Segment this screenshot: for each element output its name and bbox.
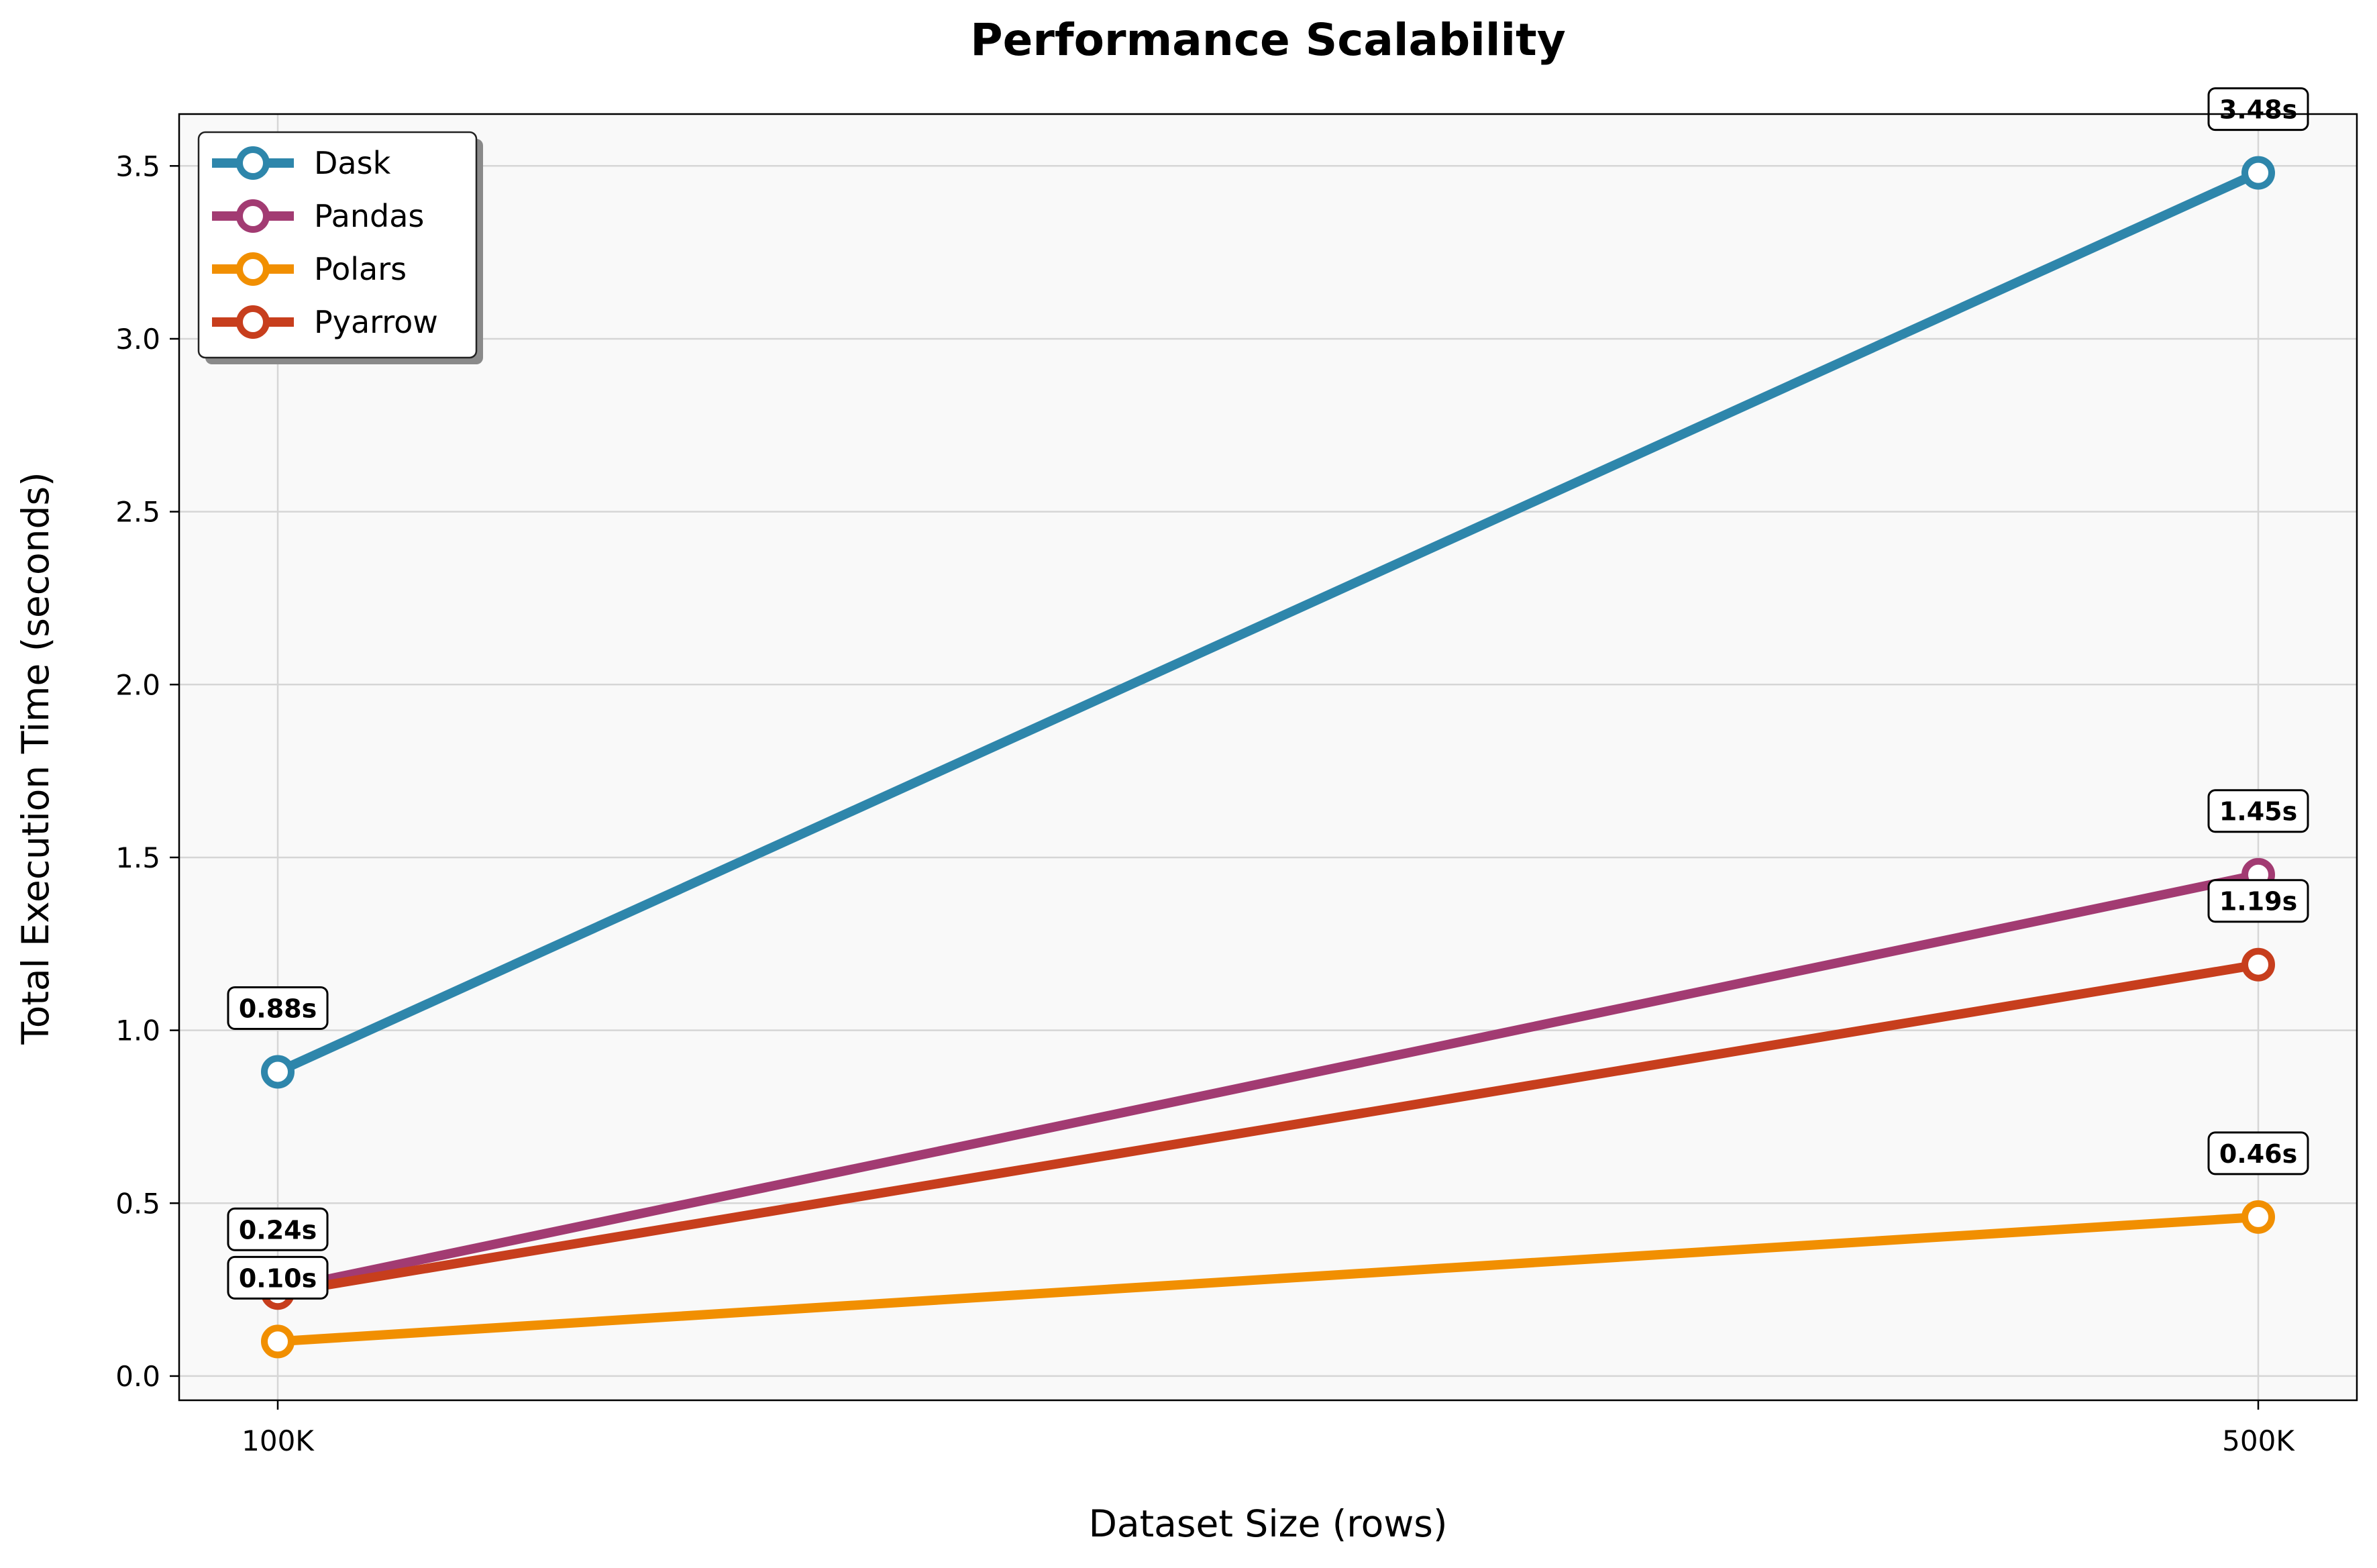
value-labels: 0.88s 3.48s 1.45s 0.10s 0.46s 0.24s 1.19s [227,87,2309,1300]
series-line-pandas [273,870,2263,1295]
x-tick-label: 100K [242,1424,315,1457]
series-layer [261,156,2275,1359]
value-label-polars: 0.46s [2207,1131,2309,1175]
value-label-text: 0.88s [239,994,317,1023]
value-label-text: 0.24s [239,1215,317,1245]
value-label-pyarrow: 1.19s [2207,879,2309,923]
value-label-pyarrow: 0.24s [227,1207,329,1251]
legend-swatch-marker [236,252,270,286]
legend-swatch-marker [236,146,270,180]
y-axis-label: Total Execution Time (seconds) [14,472,57,1045]
legend-label: Polars [314,251,407,287]
value-label-polars: 0.10s [227,1255,329,1300]
value-label-box [227,986,329,1030]
value-label-box [2207,1131,2309,1175]
y-tick-label: 2.5 [115,496,160,529]
plot-frame [178,113,2358,1402]
value-label-text: 0.46s [2219,1139,2297,1169]
data-point-dask [261,1055,295,1089]
series-dask [261,156,2275,1089]
value-label-text: 0.10s [239,1263,317,1293]
data-point-dask [2241,156,2275,190]
data-point-polars [2241,1200,2275,1234]
data-point-polars [261,1324,295,1359]
legend-swatch-marker [236,199,270,233]
y-tick-label: 3.5 [115,150,160,182]
legend-label: Pandas [314,198,424,234]
x-tick-label: 500K [2222,1424,2295,1457]
value-label-box [227,1255,329,1300]
data-point-pyarrow [2241,947,2275,982]
series-polars [261,1200,2275,1359]
legend: Dask Pandas Polars Pyarrow [197,131,483,364]
plot-area [179,114,2357,1400]
value-label-text: 3.48s [2219,95,2297,125]
value-label-box [2207,789,2309,833]
legend-item-pyarrow: Pyarrow [212,304,438,340]
chart-title: Performance Scalability [970,14,1566,66]
value-label-box [2207,879,2309,923]
series-line-dask [273,168,2263,1077]
series-line-polars [273,1212,2263,1347]
value-label-text: 1.45s [2219,797,2297,827]
y-tick-label: 3.0 [115,323,160,356]
legend-item-polars: Polars [212,251,407,287]
y-tick-label: 2.0 [115,668,160,701]
y-tick-label: 1.5 [115,841,160,874]
y-tick-label: 1.0 [115,1014,160,1047]
value-label-box [227,1207,329,1251]
y-tick-label: 0.5 [115,1187,160,1220]
value-label-dask: 3.48s [2207,87,2309,132]
legend-item-dask: Dask [212,145,391,181]
legend-swatch-marker [236,305,270,339]
series-line-pyarrow [273,959,2263,1298]
y-axis-ticks: 0.0 0.5 1.0 1.5 2.0 2.5 3.0 3.5 [115,150,179,1393]
legend-label: Dask [314,145,391,181]
legend-item-pandas: Pandas [212,198,424,234]
value-label-dask: 0.88s [227,986,329,1030]
x-axis-ticks: 100K 500K [242,1400,2295,1457]
x-axis-label: Dataset Size (rows) [1089,1502,1448,1545]
value-label-text: 1.19s [2219,887,2297,917]
value-label-pandas: 1.45s [2207,789,2309,833]
y-tick-label: 0.0 [115,1360,160,1393]
legend-label: Pyarrow [314,304,438,340]
legend-box [197,131,478,359]
value-label-box [2207,87,2309,132]
